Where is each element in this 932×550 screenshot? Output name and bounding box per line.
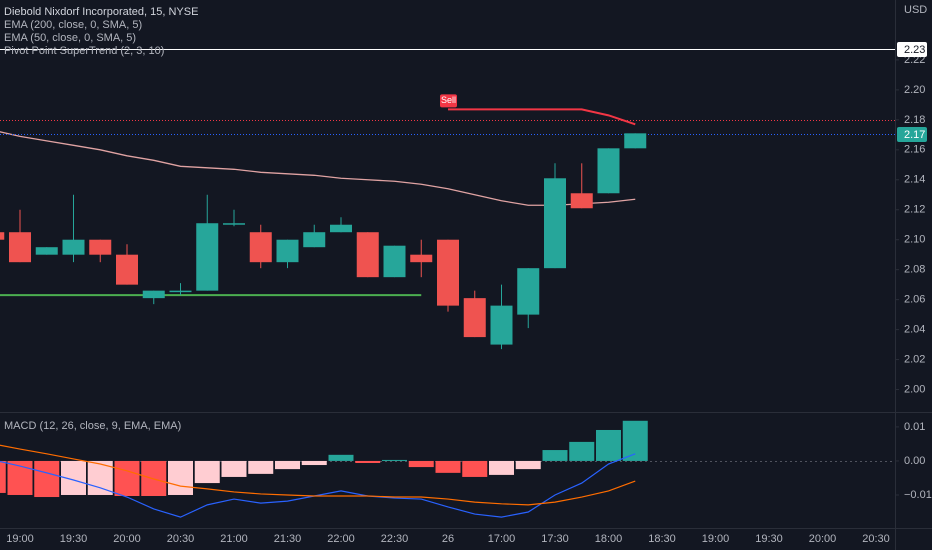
histogram-bar bbox=[114, 460, 140, 497]
x-tick-label: 22:30 bbox=[381, 533, 409, 545]
histogram-bar bbox=[328, 454, 354, 461]
y-tick-label: 2.02 bbox=[904, 353, 925, 365]
y-tick-label: 2.06 bbox=[904, 294, 925, 306]
signal-box bbox=[440, 94, 457, 108]
indicator-legend[interactable]: MACD (12, 26, close, 9, EMA, EMA) bbox=[4, 420, 181, 432]
y-tick-label: 2.20 bbox=[904, 84, 925, 96]
x-tick-label: 19:30 bbox=[755, 533, 783, 545]
x-tick-label: 18:30 bbox=[648, 533, 676, 545]
candle-body bbox=[624, 133, 647, 149]
y-tick-label: 2.04 bbox=[904, 324, 925, 336]
candle-body bbox=[223, 223, 245, 225]
candle-body bbox=[303, 232, 326, 248]
currency-label: USD bbox=[904, 4, 927, 16]
x-tick-label: 20:30 bbox=[862, 533, 890, 545]
candle-body bbox=[276, 239, 299, 263]
macd-line bbox=[0, 444, 636, 506]
candle-body bbox=[383, 245, 406, 278]
candle-body bbox=[169, 290, 192, 293]
candle-body bbox=[356, 232, 379, 278]
candle-body bbox=[9, 232, 31, 263]
histogram-bar bbox=[542, 450, 568, 461]
histogram-bar bbox=[355, 460, 381, 463]
histogram-bar bbox=[248, 460, 274, 474]
candle-body bbox=[570, 193, 593, 209]
symbol-title[interactable]: Diebold Nixdorf Incorporated, 15, NYSE bbox=[4, 6, 198, 18]
candle-body bbox=[0, 232, 5, 240]
y-tick-label: 2.16 bbox=[904, 144, 925, 156]
supertrend-line bbox=[448, 108, 636, 126]
histogram-bar bbox=[194, 460, 220, 484]
histogram-bar bbox=[596, 429, 621, 461]
candle-body bbox=[89, 239, 112, 255]
candle-body bbox=[249, 232, 272, 263]
price-label-box bbox=[897, 127, 927, 142]
candle-body bbox=[410, 254, 433, 263]
y-tick-label: 2.18 bbox=[904, 114, 925, 126]
overlay: USD Diebold Nixdorf Incorporated, 15, NY… bbox=[4, 4, 927, 432]
histogram-bar bbox=[435, 460, 461, 473]
histogram-bar bbox=[489, 460, 514, 475]
indicator-legend[interactable]: EMA (50, close, 0, SMA, 5) bbox=[4, 32, 136, 44]
candle-body bbox=[196, 223, 219, 291]
candle-body bbox=[35, 247, 58, 255]
histogram-bar bbox=[275, 460, 300, 470]
y-tick-label: 2.12 bbox=[904, 204, 925, 216]
candle-body bbox=[330, 224, 352, 233]
signal-label: Sell bbox=[441, 95, 456, 105]
x-tick-label: 19:30 bbox=[60, 533, 88, 545]
price-label-box bbox=[897, 42, 927, 57]
candle-body bbox=[62, 239, 85, 255]
candle-body bbox=[597, 148, 620, 194]
histogram-bar bbox=[0, 460, 6, 493]
plot-area: 2.00 2.02 2.04 2.06 2.08 2.10 2.12 2.14 2.16 2.18… bbox=[0, 42, 932, 545]
candle-body bbox=[437, 239, 459, 306]
y-tick-label: 0.01 bbox=[904, 421, 925, 433]
x-tick-label: 17:30 bbox=[541, 533, 569, 545]
y-tick-label: −0.01 bbox=[904, 489, 932, 501]
candle-body bbox=[517, 268, 540, 315]
indicator-legend[interactable]: EMA (200, close, 0, SMA, 5) bbox=[4, 19, 142, 31]
y-tick-label: 2.08 bbox=[904, 264, 925, 276]
x-tick-label: 21:00 bbox=[220, 533, 248, 545]
x-tick-label: 21:30 bbox=[274, 533, 302, 545]
x-tick-label: 19:00 bbox=[6, 533, 34, 545]
y-tick-label: 2.10 bbox=[904, 234, 925, 246]
histogram-bar bbox=[408, 460, 434, 468]
ema-line bbox=[0, 131, 636, 206]
histogram-bar bbox=[382, 459, 407, 461]
candle-body bbox=[463, 298, 486, 338]
x-tick-label: 17:00 bbox=[488, 533, 516, 545]
histogram-bar bbox=[569, 441, 595, 461]
x-tick-label: 20:00 bbox=[113, 533, 141, 545]
candle-body bbox=[142, 290, 165, 299]
x-tick-label: 22:00 bbox=[327, 533, 355, 545]
y-tick-label: 0.00 bbox=[904, 455, 925, 467]
candle-body bbox=[490, 305, 513, 345]
candle-body bbox=[544, 178, 566, 269]
histogram-bar bbox=[301, 460, 327, 466]
candle-body bbox=[116, 254, 138, 285]
histogram-bar bbox=[462, 460, 488, 477]
y-tick-label: 2.00 bbox=[904, 383, 925, 395]
price-label: 2.23 bbox=[904, 44, 925, 56]
x-tick-label: 20:00 bbox=[809, 533, 837, 545]
x-tick-label: 20:30 bbox=[167, 533, 195, 545]
histogram-bar bbox=[34, 460, 60, 498]
y-tick-label: 2.14 bbox=[904, 174, 925, 186]
price-label: 2.17 bbox=[904, 129, 925, 141]
histogram-bar bbox=[168, 460, 193, 495]
histogram-bar bbox=[515, 460, 541, 470]
histogram-bar bbox=[622, 420, 648, 461]
indicator-legend[interactable]: Pivot Point SuperTrend (2, 3, 10) bbox=[4, 45, 164, 57]
histogram-bar bbox=[221, 460, 247, 477]
x-tick-label: 19:00 bbox=[702, 533, 730, 545]
x-tick-label: 18:00 bbox=[595, 533, 623, 545]
x-tick-label: 26 bbox=[442, 533, 454, 545]
